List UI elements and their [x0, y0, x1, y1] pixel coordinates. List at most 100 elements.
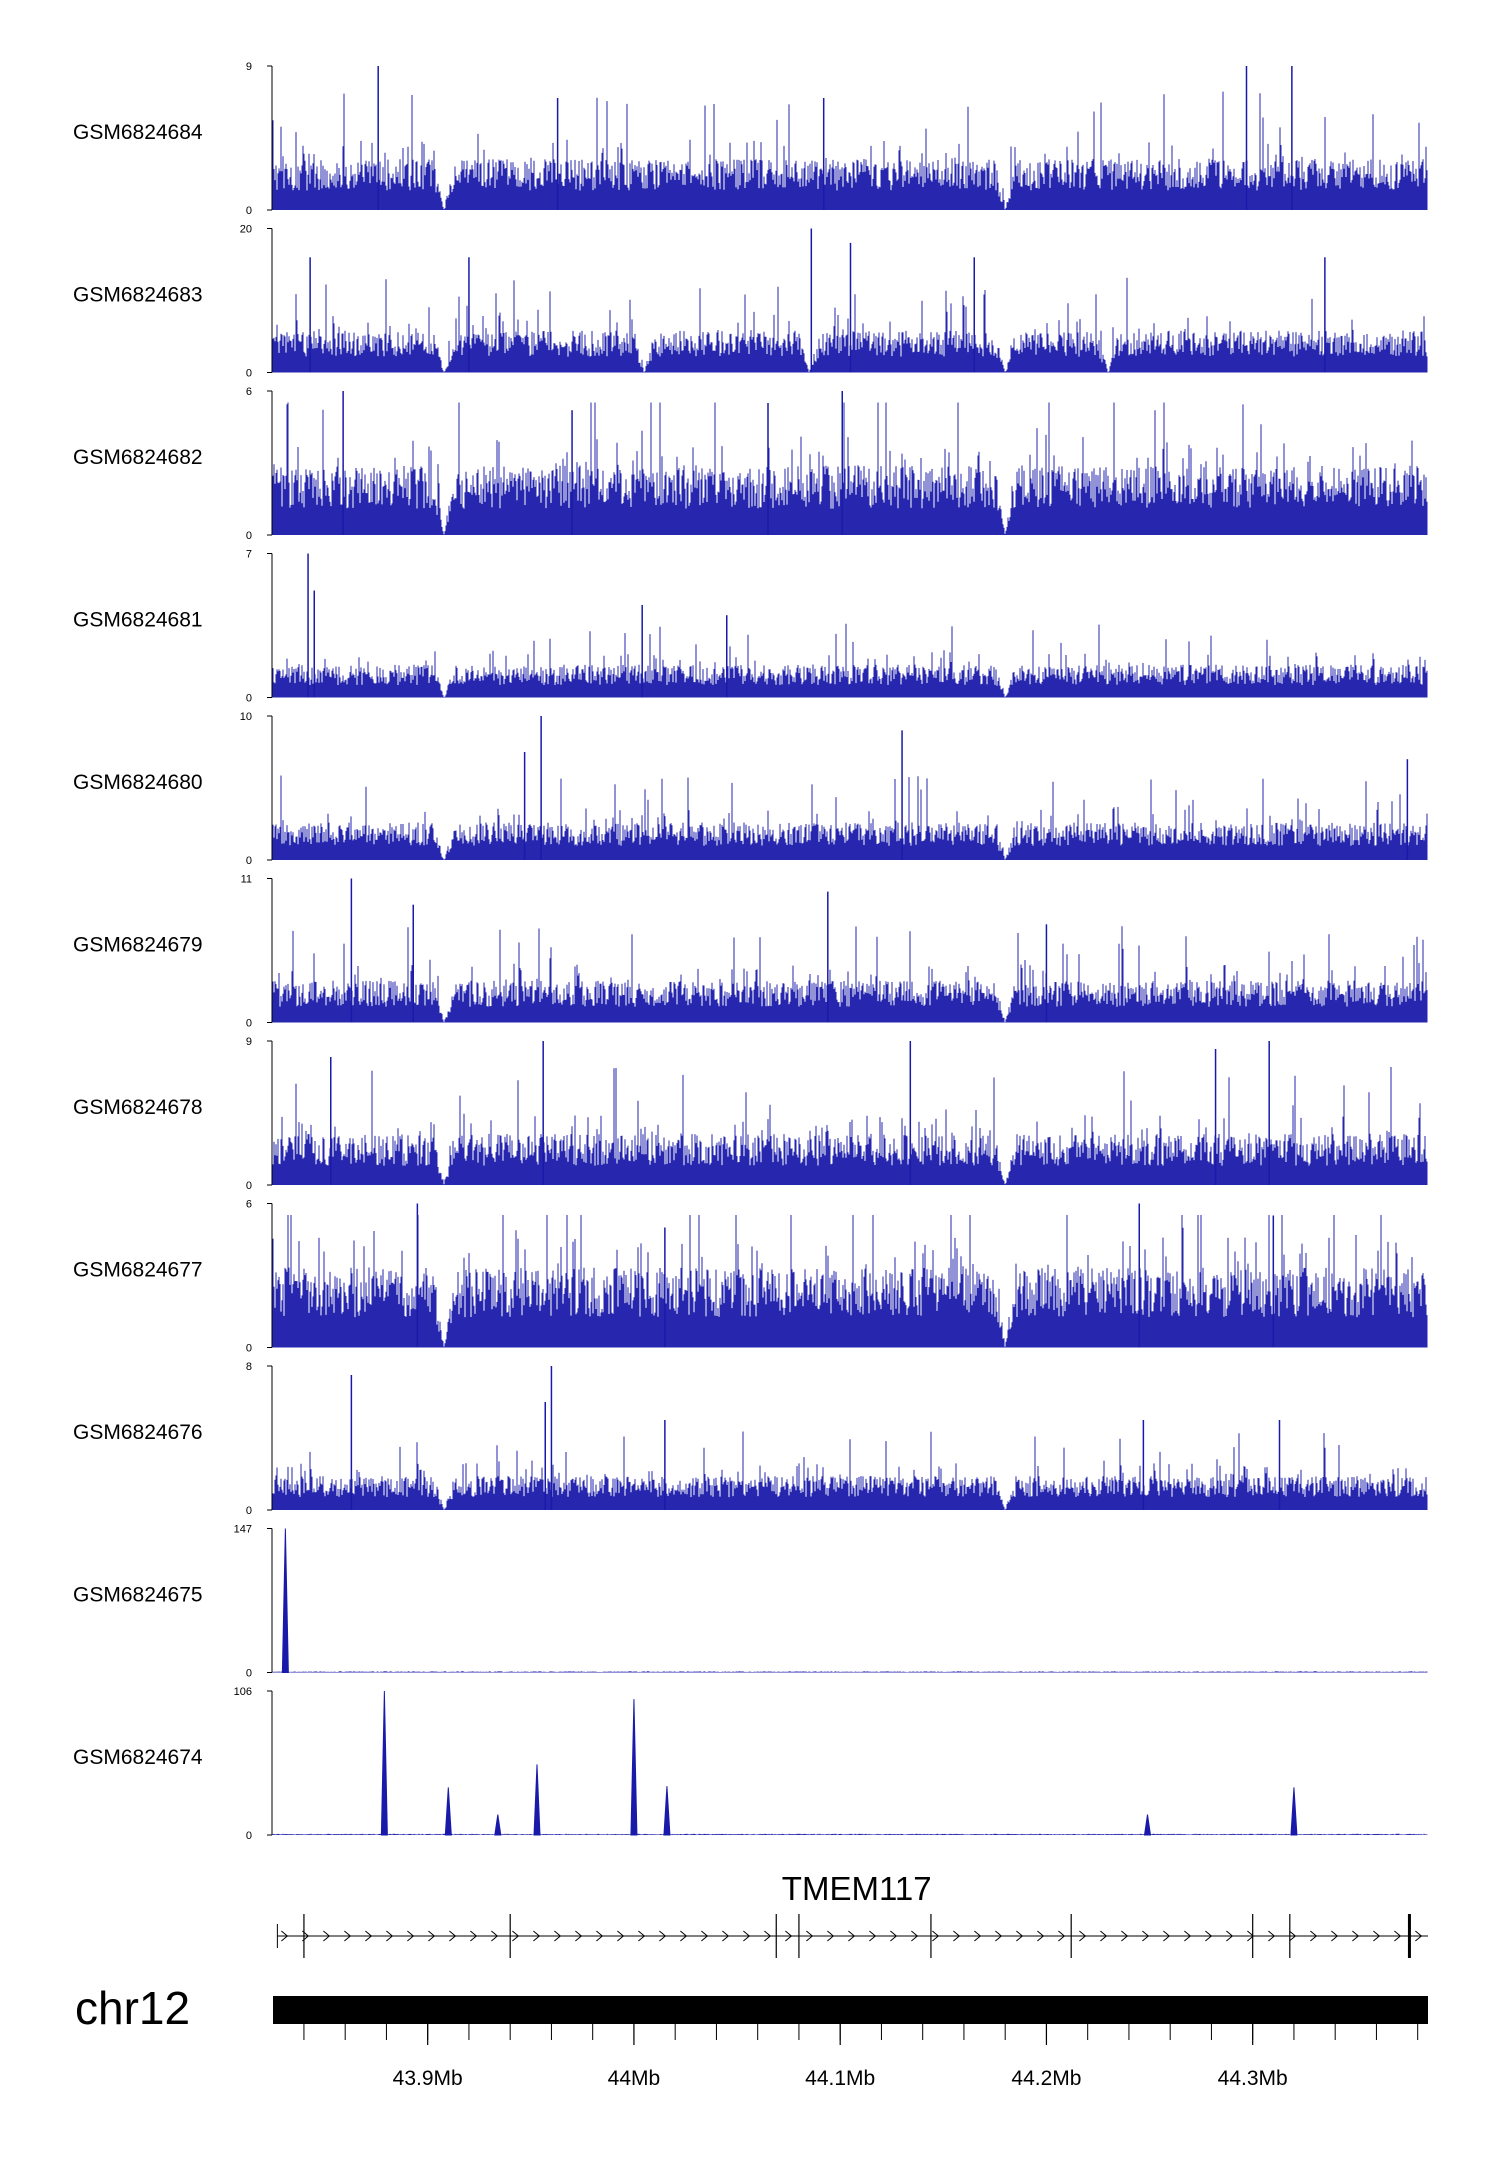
strand-arrow — [617, 1930, 625, 1942]
strand-arrow — [701, 1930, 709, 1942]
strand-arrow — [1184, 1930, 1192, 1942]
coverage-peak — [444, 1787, 452, 1836]
y-axis-min-label: 0 — [246, 693, 252, 705]
strand-arrow — [1289, 1930, 1297, 1942]
strand-arrow — [638, 1930, 646, 1942]
strand-arrow — [722, 1930, 730, 1942]
coverage-peak — [663, 1786, 671, 1836]
strand-arrow — [1016, 1930, 1024, 1942]
strand-arrow — [890, 1930, 898, 1942]
y-axis-min-label: 0 — [246, 368, 252, 380]
strand-arrow — [323, 1930, 331, 1942]
strand-arrow — [386, 1930, 394, 1942]
y-axis-max-label: 8 — [246, 1361, 252, 1373]
strand-arrow — [1415, 1930, 1423, 1942]
coverage-peak — [1290, 1787, 1298, 1836]
coverage-signal — [272, 623, 1428, 698]
y-axis-max-label: 7 — [246, 549, 252, 561]
strand-arrow — [575, 1930, 583, 1942]
y-axis-min-label: 0 — [246, 205, 252, 217]
axis-tick-label: 44.3Mb — [1218, 2067, 1288, 2090]
y-axis-max-label: 20 — [240, 224, 252, 236]
strand-arrow — [1163, 1930, 1171, 1942]
axis-tick-label: 44Mb — [608, 2067, 661, 2090]
strand-arrow — [743, 1930, 751, 1942]
coverage-signal — [272, 1833, 1428, 1835]
strand-arrow — [554, 1930, 562, 1942]
strand-arrow — [911, 1930, 919, 1942]
chromosome-bar — [273, 1996, 1428, 2024]
strand-arrow — [1352, 1930, 1360, 1942]
y-axis-min-label: 0 — [246, 855, 252, 867]
coverage-peak — [1143, 1814, 1152, 1836]
gene-name: TMEM117 — [782, 1870, 932, 1907]
coverage-peak — [380, 1690, 388, 1836]
y-axis-max-label: 9 — [246, 61, 252, 73]
strand-arrow — [365, 1930, 373, 1942]
strand-arrow — [932, 1930, 940, 1942]
track-label: GSM6824682 — [73, 446, 203, 469]
coverage-track: GSM6824676 8 0 — [73, 1361, 1428, 1517]
strand-arrow — [1247, 1930, 1255, 1942]
strand-arrow — [995, 1930, 1003, 1942]
coverage-track: GSM6824679 11 0 — [73, 874, 1428, 1030]
y-axis-max-label: 11 — [241, 874, 252, 886]
strand-arrow — [827, 1930, 835, 1942]
strand-arrow — [680, 1930, 688, 1942]
track-label: GSM6824674 — [73, 1746, 203, 1769]
y-axis-min-label: 0 — [246, 1505, 252, 1517]
axis-tick-label: 44.2Mb — [1011, 2067, 1081, 2090]
coverage-track: GSM6824678 9 0 — [73, 1036, 1428, 1192]
coverage-track: GSM6824682 6 0 — [73, 386, 1428, 542]
strand-arrow — [407, 1930, 415, 1942]
strand-arrow — [659, 1930, 667, 1942]
axis-tick-label: 44.1Mb — [805, 2067, 875, 2090]
coverage-signal — [272, 926, 1428, 1023]
y-axis-max-label: 9 — [246, 1036, 252, 1048]
strand-arrow — [1079, 1930, 1087, 1942]
strand-arrow — [869, 1930, 877, 1942]
y-axis-min-label: 0 — [246, 530, 252, 542]
coverage-signal — [272, 775, 1428, 860]
strand-arrow — [491, 1930, 499, 1942]
coverage-peak — [281, 1528, 289, 1673]
coverage-track: GSM6824677 6 0 — [73, 1199, 1428, 1355]
strand-arrow — [1205, 1930, 1213, 1942]
track-label: GSM6824678 — [73, 1096, 203, 1119]
strand-arrow — [848, 1930, 856, 1942]
y-axis-min-label: 0 — [246, 1343, 252, 1355]
strand-arrow — [449, 1930, 457, 1942]
coverage-signal — [272, 1431, 1428, 1510]
strand-arrow — [533, 1930, 541, 1942]
coverage-track: GSM6824684 9 0 — [73, 61, 1428, 217]
strand-arrow — [785, 1930, 793, 1942]
genome-axis: chr12 43.9Mb 44Mb 44.1Mb 44.2Mb 44.3Mb — [75, 1982, 1428, 2090]
track-label: GSM6824676 — [73, 1421, 203, 1444]
coverage-peak — [494, 1814, 502, 1836]
strand-arrow — [1373, 1930, 1381, 1942]
strand-arrow — [1037, 1930, 1045, 1942]
strand-arrow — [1394, 1930, 1402, 1942]
coverage-signal — [272, 402, 1428, 535]
coverage-signal — [272, 1067, 1428, 1185]
y-axis-min-label: 0 — [246, 1018, 252, 1030]
y-axis-max-label: 106 — [234, 1686, 252, 1698]
strand-arrow — [764, 1930, 772, 1942]
y-axis-min-label: 0 — [246, 1830, 252, 1842]
strand-arrow — [953, 1930, 961, 1942]
strand-arrow — [281, 1930, 289, 1942]
coverage-signal — [272, 277, 1428, 373]
coverage-signal — [272, 91, 1428, 210]
strand-arrow — [1310, 1930, 1318, 1942]
strand-arrow — [974, 1930, 982, 1942]
y-axis-max-label: 147 — [234, 1524, 252, 1536]
gene-model: TMEM117 — [276, 1870, 1428, 1958]
track-label: GSM6824679 — [73, 934, 203, 957]
strand-arrow — [806, 1930, 814, 1942]
strand-arrow — [1142, 1930, 1150, 1942]
strand-arrow — [1121, 1930, 1129, 1942]
track-label: GSM6824675 — [73, 1584, 203, 1607]
track-label: GSM6824677 — [73, 1259, 203, 1282]
coverage-peak — [630, 1699, 638, 1836]
coverage-track: GSM6824683 20 0 — [73, 224, 1428, 380]
